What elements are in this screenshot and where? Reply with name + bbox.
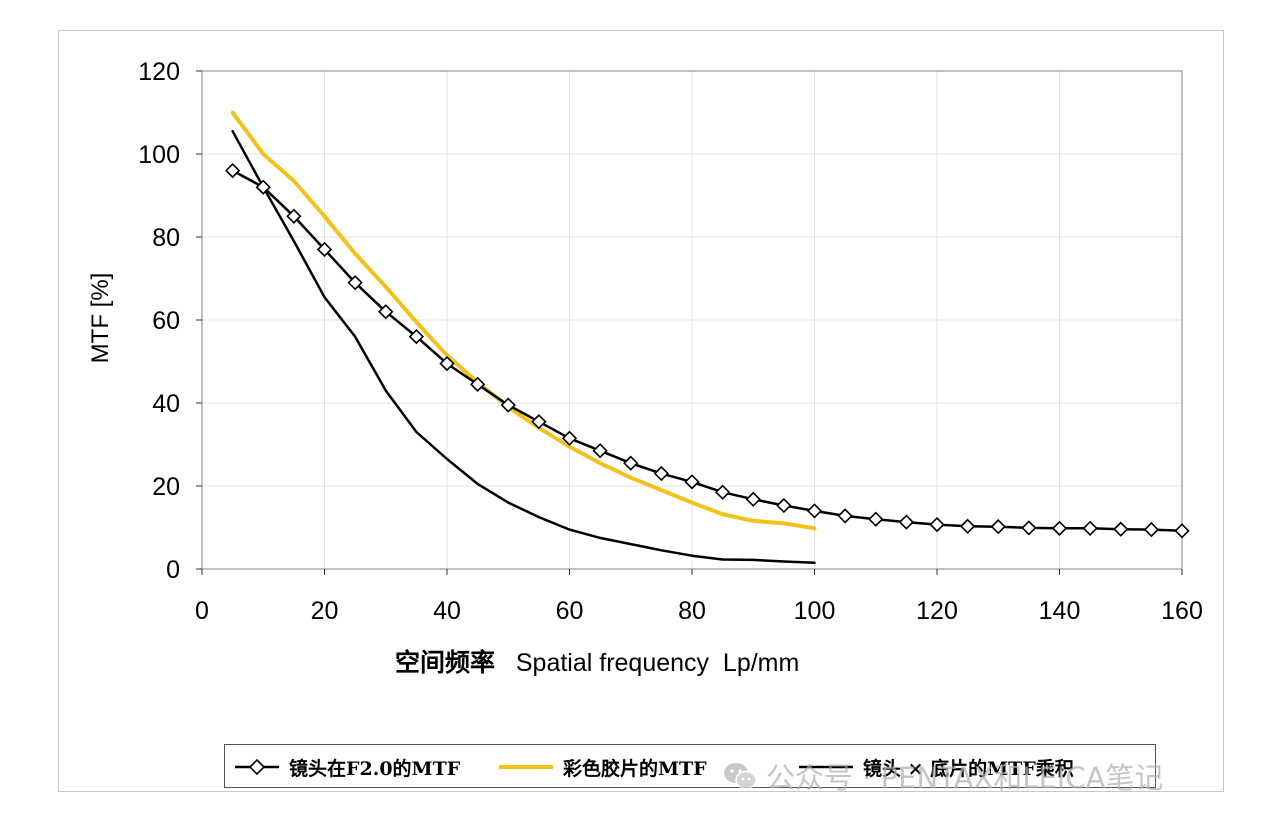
data-point-marker [898, 514, 915, 530]
data-point-marker [837, 508, 853, 524]
data-point-marker [378, 304, 394, 320]
data-point-marker [959, 518, 976, 534]
data-point-marker [714, 484, 731, 500]
data-point-marker [653, 465, 670, 482]
legend-item-product: 镜头 × 底片的MTF乘积 [797, 745, 1074, 789]
data-point-marker [439, 355, 455, 372]
watermark: 公众号 · PENTAX和LEICA笔记 [722, 756, 1163, 796]
legend-swatch-lens [235, 758, 279, 776]
data-point-marker [929, 516, 945, 533]
y-tick-label: 120 [138, 58, 180, 86]
legend-label-film: 彩色胶片的MTF [563, 757, 707, 780]
diamond-marker-icon [248, 758, 266, 776]
data-point-marker [806, 503, 823, 519]
data-point-marker [776, 497, 792, 514]
data-point-marker [592, 443, 608, 459]
legend-item-film: 彩色胶片的MTF [497, 745, 707, 789]
x-axis-title-cjk: 空间频率 [395, 648, 496, 677]
series-line-1 [231, 169, 1184, 533]
x-tick-label: 40 [433, 597, 461, 625]
x-tick-label: 120 [916, 597, 958, 625]
grid-lines [202, 70, 1183, 569]
x-tick-label: 0 [195, 597, 209, 625]
legend-label-product: 镜头 × 底片的MTF乘积 [863, 757, 1074, 780]
chart-frame [58, 30, 1224, 792]
data-point-marker [500, 397, 516, 413]
y-tick-label: 40 [152, 390, 180, 418]
y-axis-title: MTF [%] [87, 273, 114, 364]
y-tick-label: 80 [152, 224, 180, 252]
data-point-marker [561, 430, 578, 446]
data-point-marker [408, 328, 425, 345]
x-tick-label: 140 [1039, 597, 1081, 625]
data-point-marker [1082, 520, 1098, 536]
legend-label-lens: 镜头在F2.0的MTF [289, 757, 461, 780]
data-point-marker [868, 511, 884, 527]
x-tick-label: 100 [794, 597, 836, 625]
series-line-3 [231, 129, 816, 565]
data-point-marker [684, 474, 700, 490]
x-tick-label: 160 [1161, 597, 1203, 625]
data-point-marker [745, 491, 761, 507]
x-tick-label: 60 [556, 597, 584, 625]
y-tick-label: 100 [138, 141, 180, 169]
x-axis-title-en: Spatial frequency Lp/mm [515, 649, 800, 677]
data-point-marker [1113, 521, 1129, 537]
wechat-icon [724, 763, 757, 790]
data-point-marker [531, 414, 547, 430]
data-point-marker [1143, 521, 1160, 538]
watermark-text: 公众号 · PENTAX和LEICA笔记 [766, 761, 1164, 795]
legend-swatch-film [499, 765, 553, 769]
legend: 镜头在F2.0的MTF 彩色胶片的MTF 镜头 × 底片的MTF乘积 [224, 744, 1156, 788]
y-tick-label: 20 [152, 473, 180, 501]
x-tick-label: 80 [678, 597, 706, 625]
data-point-marker [469, 376, 486, 392]
data-point-marker [255, 179, 271, 195]
series-line-2 [230, 110, 817, 531]
legend-item-lens: 镜头在F2.0的MTF [233, 745, 460, 789]
data-point-marker [990, 519, 1006, 535]
y-tick-label: 0 [166, 556, 180, 584]
data-point-marker [1051, 520, 1068, 536]
x-axis-title: 空间频率 Spatial frequency Lp/mm [395, 643, 799, 679]
series-layer [224, 110, 1190, 565]
data-point-marker [1021, 520, 1037, 536]
data-point-marker [316, 241, 333, 258]
legend-swatch-product [799, 765, 853, 769]
y-tick-label: 60 [152, 307, 180, 335]
data-point-marker [1174, 523, 1190, 539]
data-point-marker [224, 162, 241, 179]
data-point-marker [347, 275, 363, 291]
axis-ticks: 0 20 40 60 80 100 120 0 20 40 60 80 100 120 140 160 [138, 58, 1203, 625]
data-point-marker [286, 208, 302, 224]
x-tick-label: 20 [311, 597, 339, 625]
data-point-marker [623, 455, 639, 471]
